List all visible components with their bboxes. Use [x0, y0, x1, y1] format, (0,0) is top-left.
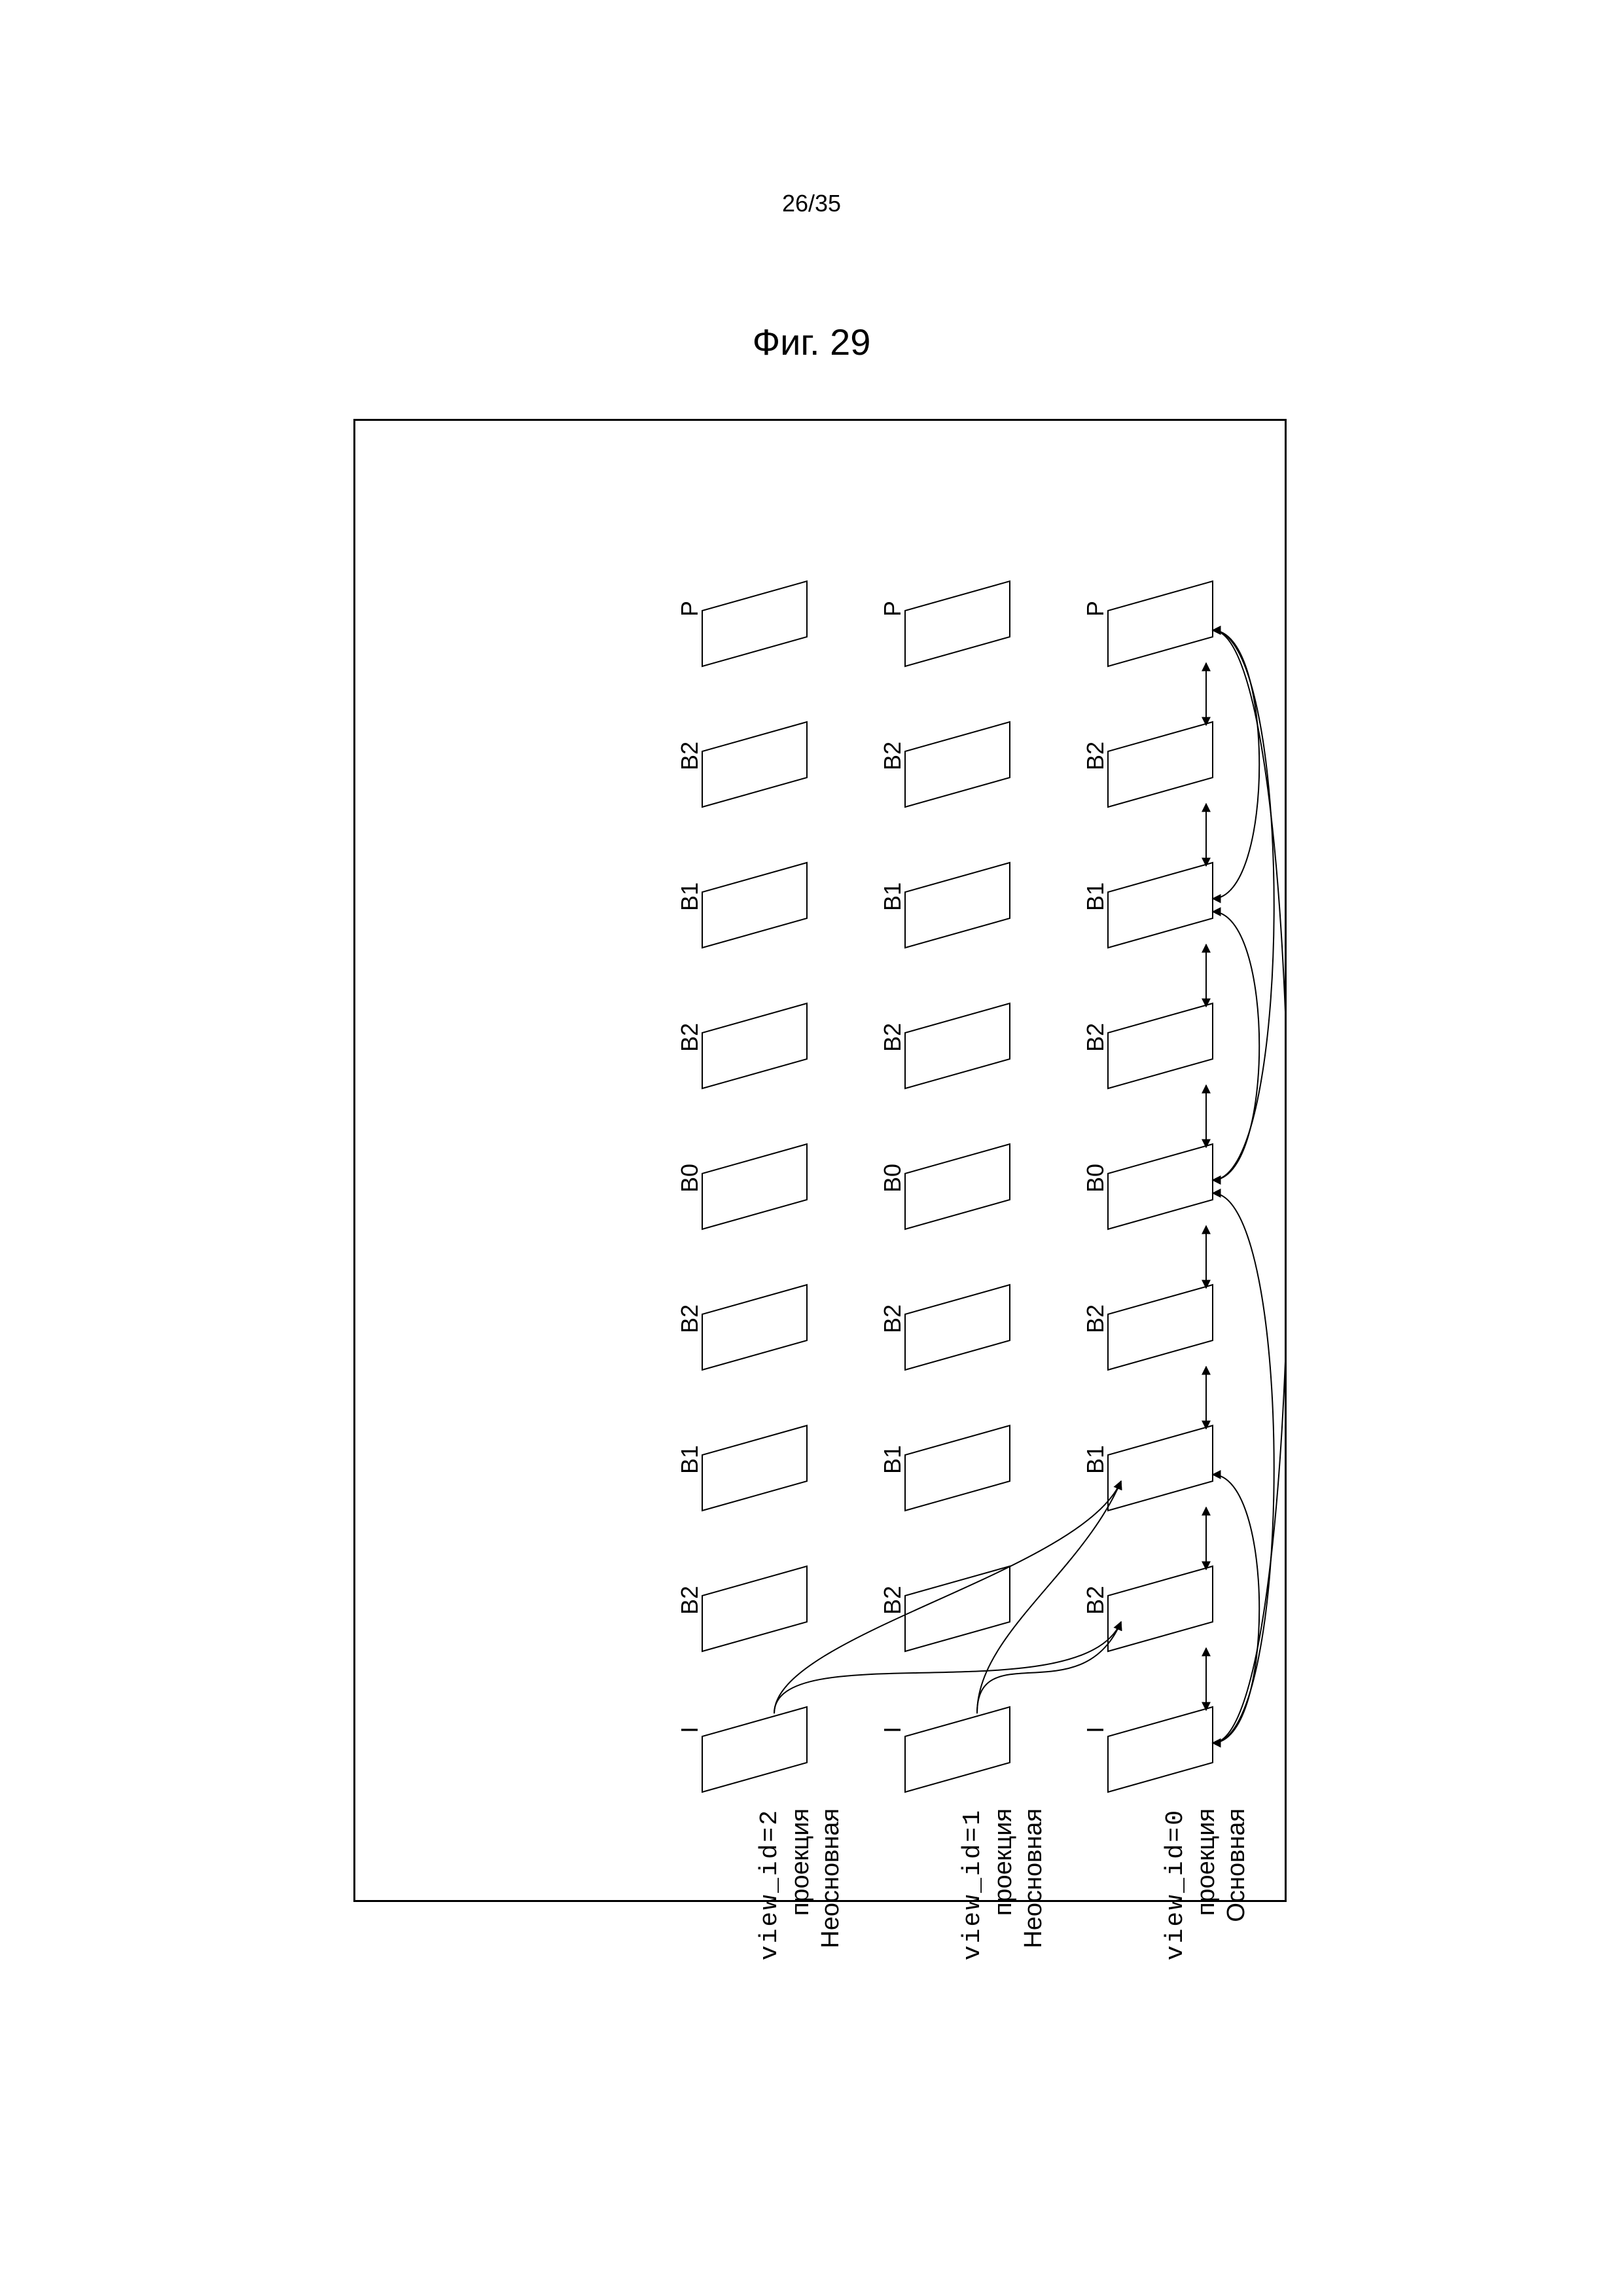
row-label-line2: проекция: [1192, 1808, 1222, 1916]
frame-shape: [905, 863, 1010, 948]
frame-shape: [905, 1426, 1010, 1511]
frame-shape: [702, 1566, 807, 1651]
interview-edge: [977, 1622, 1121, 1713]
frame-label: I: [676, 1727, 704, 1733]
frame-shape: [905, 1707, 1010, 1792]
frame-label: B2: [676, 742, 704, 770]
frame-label: B2: [676, 1586, 704, 1615]
frame-shape: [905, 1566, 1010, 1651]
frame-label: B2: [879, 1304, 906, 1333]
frame-label: B1: [1082, 882, 1109, 911]
frame-shape: [905, 1003, 1010, 1088]
frame-label: B2: [1082, 1023, 1109, 1052]
frame-shape: [702, 863, 807, 948]
row-label-line1: Неосновная: [816, 1808, 846, 1948]
frame-shape: [702, 722, 807, 807]
frame-label: B2: [1082, 1586, 1109, 1615]
curved-edge: [1213, 1475, 1259, 1743]
frame-label: B2: [879, 1586, 906, 1615]
diagram-svg: [355, 421, 1285, 1900]
frame-label: B0: [879, 1164, 906, 1193]
frame-label: B1: [879, 1445, 906, 1474]
frame-label: B1: [1082, 1445, 1109, 1474]
frame-label: B1: [879, 882, 906, 911]
frame-label: P: [879, 601, 906, 617]
frame-label: P: [1082, 601, 1109, 617]
frame-shape: [905, 581, 1010, 666]
frame-shape: [905, 1144, 1010, 1229]
frame-label: B2: [1082, 742, 1109, 770]
curved-edge: [1213, 630, 1285, 1743]
frame-shape: [702, 1426, 807, 1511]
curved-edge: [1213, 630, 1274, 1180]
frame-shape: [1108, 722, 1213, 807]
frame-label: B2: [1082, 1304, 1109, 1333]
row-label-line3: view_id=2: [756, 1808, 784, 1960]
frame-label: I: [879, 1727, 906, 1733]
frame-label: B1: [676, 882, 704, 911]
frame-shape: [1108, 581, 1213, 666]
frame-shape: [702, 1707, 807, 1792]
curved-edge: [1213, 1193, 1274, 1743]
frame-shape: [702, 1003, 807, 1088]
frame-label: B0: [1082, 1164, 1109, 1193]
frame-shape: [1108, 1285, 1213, 1370]
frame-label: B2: [676, 1023, 704, 1052]
frame-shape: [1108, 1707, 1213, 1792]
frame-label: P: [676, 601, 704, 617]
page-number: 26/35: [782, 190, 841, 217]
frame-shape: [702, 581, 807, 666]
frame-shape: [905, 722, 1010, 807]
curved-edge: [1213, 630, 1259, 899]
frame-label: B0: [676, 1164, 704, 1193]
row-label-line3: view_id=1: [959, 1808, 987, 1960]
row-label-line1: Неосновная: [1019, 1808, 1049, 1948]
frame-shape: [702, 1144, 807, 1229]
frame-shape: [1108, 863, 1213, 948]
frame-label: B1: [676, 1445, 704, 1474]
frame-label: B2: [879, 742, 906, 770]
frame-shape: [1108, 1426, 1213, 1511]
frame-shape: [702, 1285, 807, 1370]
row-label-line1: Основная: [1222, 1808, 1252, 1922]
diagram-container: Основнаяпроекцияview_id=0Неосновнаяпроек…: [353, 419, 1287, 1902]
frame-shape: [1108, 1566, 1213, 1651]
figure-title: Фиг. 29: [753, 321, 871, 363]
frame-label: I: [1082, 1727, 1109, 1733]
frame-shape: [1108, 1144, 1213, 1229]
row-label-line2: проекция: [786, 1808, 816, 1916]
curved-edge: [1213, 912, 1259, 1180]
row-label-line2: проекция: [989, 1808, 1019, 1916]
frame-label: B2: [879, 1023, 906, 1052]
frame-shape: [1108, 1003, 1213, 1088]
frame-label: B2: [676, 1304, 704, 1333]
row-label-line3: view_id=0: [1162, 1808, 1190, 1960]
frame-shape: [905, 1285, 1010, 1370]
